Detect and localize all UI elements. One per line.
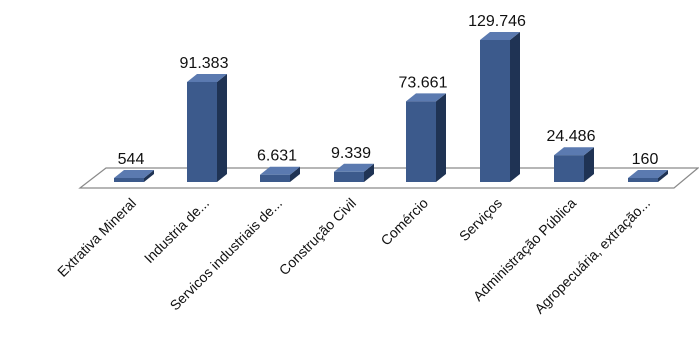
bar-top	[260, 166, 300, 175]
bar-side	[364, 163, 374, 182]
bar-front	[260, 174, 290, 182]
bar-side	[510, 32, 520, 182]
bar-top	[114, 170, 154, 178]
bar-side	[658, 170, 668, 182]
value-label: 24.486	[547, 128, 596, 145]
value-label: 129.746	[468, 13, 526, 30]
category-label: Serviços	[456, 195, 505, 244]
bar-2	[187, 73, 227, 182]
value-label: 160	[632, 151, 659, 168]
value-label: 73.661	[399, 74, 448, 91]
value-label: 6.631	[257, 148, 297, 165]
bar-3	[260, 166, 300, 182]
category-label: Construção Civil	[276, 195, 359, 278]
bar-front	[628, 178, 658, 182]
bar-front	[406, 101, 436, 182]
category-label: Industria de...	[141, 195, 212, 266]
bar-side	[436, 93, 446, 182]
bar-7	[554, 147, 594, 182]
bar-top	[554, 147, 594, 156]
bar-top	[187, 73, 227, 82]
category-label: Comércio	[377, 195, 431, 249]
bar-front	[187, 81, 217, 182]
bar-side	[144, 170, 154, 182]
bar-top	[406, 93, 446, 102]
category-label: Extrativa Mineral	[54, 195, 139, 280]
bar-top	[480, 32, 520, 40]
bar-side	[217, 73, 227, 182]
bar-8	[628, 170, 668, 182]
bar-side	[584, 147, 594, 182]
bar-6	[480, 32, 520, 182]
value-label: 544	[118, 151, 145, 168]
bar-4	[334, 163, 374, 182]
bar-1	[114, 170, 154, 182]
bar-side	[290, 166, 300, 182]
chart-floor	[78, 167, 699, 189]
bar-front	[114, 178, 144, 182]
bar-5	[406, 93, 446, 182]
value-label: 9.339	[331, 145, 371, 162]
bar-front	[480, 40, 510, 182]
bar-top	[628, 170, 668, 178]
bar-front	[554, 155, 584, 182]
value-label: 91.383	[180, 55, 229, 72]
bar-front	[334, 171, 364, 182]
bar-top	[334, 163, 374, 172]
